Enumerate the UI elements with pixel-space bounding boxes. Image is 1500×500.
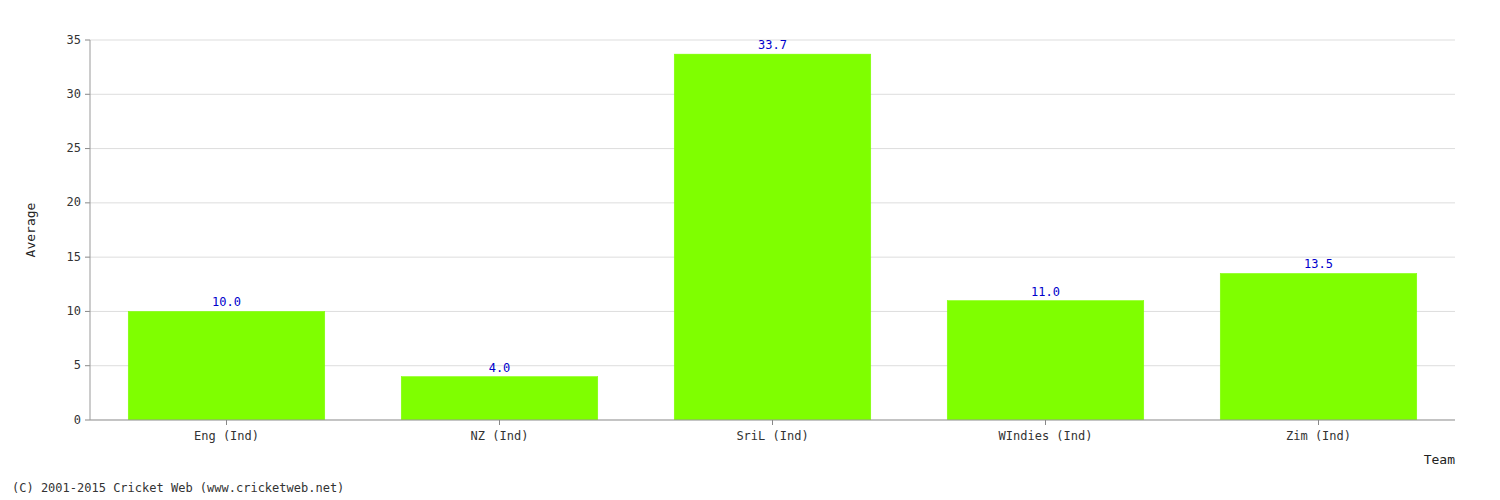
x-axis-title: Team <box>1424 452 1455 467</box>
page: {"chart_data": {"type": "bar", "categori… <box>0 0 1500 500</box>
bar <box>401 377 598 420</box>
x-tick <box>1045 420 1046 425</box>
bars <box>128 54 1417 420</box>
data-label: 11.0 <box>1031 285 1060 299</box>
y-grid <box>90 40 1455 420</box>
data-label: 13.5 <box>1304 257 1333 271</box>
y-tick-label: 20 <box>67 195 81 209</box>
x-tick <box>226 420 227 425</box>
y-tick <box>85 420 90 421</box>
x-tick-label: Eng (Ind) <box>194 429 259 443</box>
chart-container: 0 5 10 15 20 25 30 35 10.0 4.0 33.7 11.0 13.5 Eng (In… <box>0 0 1500 500</box>
y-axis-title: Average <box>23 202 38 257</box>
y-tick <box>85 311 90 312</box>
y-tick-label: 0 <box>74 413 81 427</box>
x-axis: Eng (Ind) NZ (Ind) SriL (Ind) WIndies (Ind)… <box>194 420 1351 443</box>
y-tick <box>85 257 90 258</box>
x-tick-label: Zim (Ind) <box>1286 429 1351 443</box>
data-labels: 10.0 4.0 33.7 11.0 13.5 <box>212 38 1333 374</box>
y-tick <box>85 94 90 95</box>
y-axis-line <box>90 40 91 420</box>
x-tick-label: NZ (Ind) <box>471 429 529 443</box>
y-tick <box>85 40 90 41</box>
bar <box>947 301 1144 420</box>
y-tick <box>85 148 90 149</box>
y-tick-label: 35 <box>67 33 81 47</box>
data-label: 10.0 <box>212 295 241 309</box>
bar <box>674 54 871 420</box>
chart-svg: 0 5 10 15 20 25 30 35 10.0 4.0 33.7 11.0 13.5 Eng (In… <box>0 0 1500 500</box>
y-tick-label: 25 <box>67 141 81 155</box>
y-tick-label: 10 <box>67 304 81 318</box>
x-tick <box>499 420 500 425</box>
bar <box>128 311 325 420</box>
y-tick-label: 5 <box>74 358 81 372</box>
background <box>0 0 1500 500</box>
data-label: 33.7 <box>758 38 787 52</box>
x-tick-label: SriL (Ind) <box>736 429 808 443</box>
y-axis: 0 5 10 15 20 25 30 35 <box>67 33 90 427</box>
x-tick <box>1318 420 1319 425</box>
bar <box>1220 273 1417 420</box>
y-tick-label: 30 <box>67 87 81 101</box>
x-tick-label: WIndies (Ind) <box>999 429 1093 443</box>
footer-text: (C) 2001-2015 Cricket Web (www.cricketwe… <box>12 481 344 495</box>
data-label: 4.0 <box>489 361 511 375</box>
y-tick <box>85 365 90 366</box>
x-tick <box>772 420 773 425</box>
y-tick <box>85 202 90 203</box>
y-tick-label: 15 <box>67 250 81 264</box>
